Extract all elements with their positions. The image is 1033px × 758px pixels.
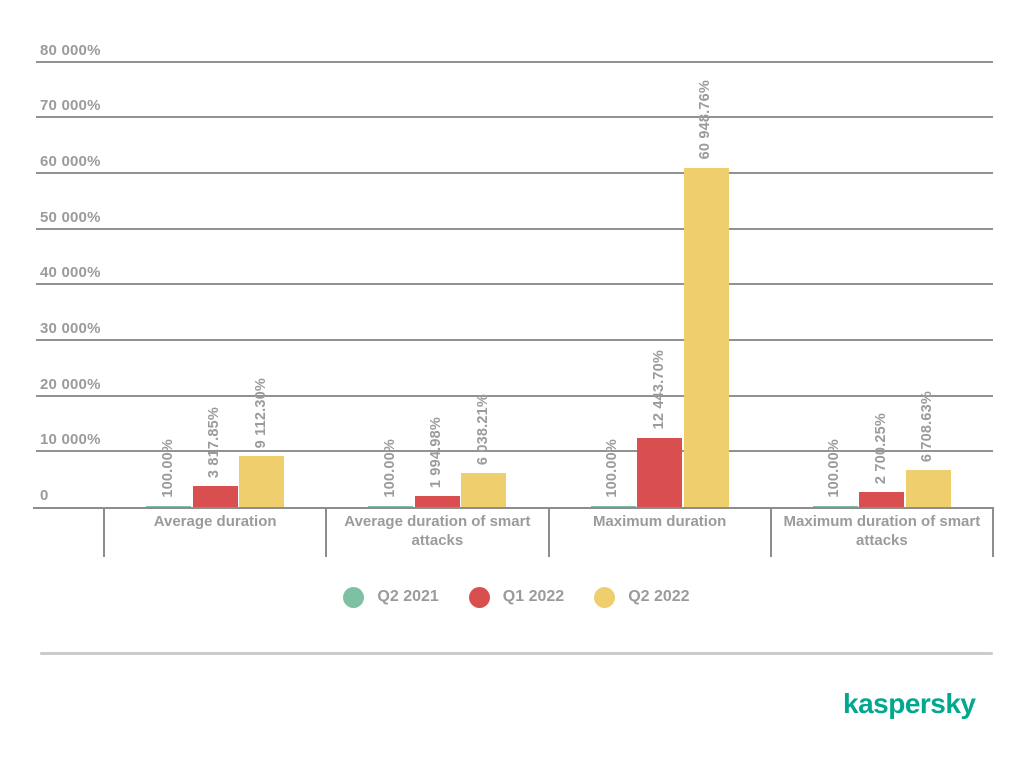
legend-item-q2-2022: Q2 2022 — [594, 586, 690, 608]
bar-label-q1-2022-average-duration-of-smart-attacks: 1 994.98% — [428, 416, 445, 488]
gridline-10-000 — [36, 450, 993, 453]
bar-q1-2022-maximum-duration — [637, 437, 683, 507]
gridline-40-000 — [36, 283, 993, 286]
bar-q2-2021-maximum-duration-of-smart-attacks — [812, 506, 858, 507]
bar-label-q2-2021-average-duration: 100.00% — [159, 439, 176, 498]
footer-divider — [40, 652, 993, 655]
bar-label-q2-2021-maximum-duration-of-smart-attacks: 100.00% — [826, 439, 843, 498]
y-tick-label-10-000: 10 000% — [40, 431, 101, 449]
bar-label-q1-2022-maximum-duration: 12 443.70% — [650, 350, 667, 430]
legend: Q2 2021 Q1 2022 Q2 2022 — [0, 586, 1033, 608]
bar-q2-2021-average-duration-of-smart-attacks — [368, 506, 414, 507]
bar-q2-2022-average-duration-of-smart-attacks — [461, 473, 507, 507]
x-axis-line — [33, 507, 993, 509]
bar-label-q2-2021-average-duration-of-smart-attacks: 100.00% — [381, 439, 398, 498]
bar-label-q1-2022-maximum-duration-of-smart-attacks: 2 700.25% — [872, 412, 889, 484]
y-tick-label-40-000: 40 000% — [40, 264, 101, 282]
bar-q2-2021-maximum-duration — [590, 506, 636, 507]
y-tick-label-60-000: 60 000% — [40, 152, 101, 170]
gridline-20-000 — [36, 394, 993, 397]
bar-label-q2-2022-maximum-duration-of-smart-attacks: 6 708.63% — [919, 390, 936, 462]
legend-item-q1-2022: Q1 2022 — [468, 586, 565, 608]
gridline-70-000 — [36, 116, 993, 119]
category-separator — [103, 507, 105, 557]
gridline-30-000 — [36, 338, 993, 341]
legend-swatch-q1-2022 — [468, 586, 490, 608]
legend-item-q2-2021: Q2 2021 — [343, 586, 439, 608]
bar-q2-2021-average-duration — [146, 506, 192, 507]
bar-q1-2022-average-duration — [192, 485, 238, 507]
category-label-average-duration-of-smart-attacks: Average duration of smart attacks — [344, 513, 531, 549]
bar-label-q2-2022-maximum-duration: 60 948.76% — [697, 80, 714, 160]
legend-swatch-q2-2022 — [594, 586, 616, 608]
y-tick-label-80-000: 80 000% — [40, 41, 101, 59]
y-tick-label-20-000: 20 000% — [40, 375, 101, 393]
y-tick-label-50-000: 50 000% — [40, 208, 101, 226]
category-separator — [992, 507, 994, 557]
bar-q2-2022-maximum-duration-of-smart-attacks — [905, 469, 951, 507]
legend-label-q2-2022: Q2 2022 — [628, 588, 690, 605]
y-tick-label-0: 0 — [40, 487, 49, 504]
bar-q1-2022-maximum-duration-of-smart-attacks — [859, 491, 905, 507]
bar-label-q1-2022-average-duration: 3 817.85% — [206, 406, 223, 478]
category-label-maximum-duration: Maximum duration — [592, 513, 727, 530]
bar-label-q2-2022-average-duration: 9 112.30% — [252, 377, 269, 449]
legend-swatch-q2-2021 — [343, 586, 365, 608]
category-separator — [769, 507, 772, 557]
category-label-maximum-duration-of-smart-attacks: Maximum duration of smart attacks — [783, 513, 981, 549]
bar-label-q2-2021-maximum-duration: 100.00% — [604, 439, 621, 498]
category-separator — [325, 507, 328, 557]
bar-label-q2-2022-average-duration-of-smart-attacks: 6 038.21% — [474, 394, 491, 466]
y-tick-label-30-000: 30 000% — [40, 319, 101, 337]
category-label-average-duration: Average duration — [153, 513, 277, 530]
bar-q2-2022-maximum-duration — [683, 167, 729, 507]
gridline-50-000 — [36, 227, 993, 230]
gridline-60-000 — [36, 171, 993, 174]
bar-q2-2022-average-duration — [239, 456, 285, 507]
y-tick-label-70-000: 70 000% — [40, 97, 101, 115]
gridline-80-000 — [36, 60, 993, 63]
category-separator — [547, 507, 550, 557]
bar-q1-2022-average-duration-of-smart-attacks — [414, 495, 460, 507]
legend-label-q1-2022: Q1 2022 — [502, 588, 565, 605]
legend-label-q2-2021: Q2 2021 — [377, 588, 439, 605]
kaspersky-logo: kaspersky — [843, 688, 976, 719]
